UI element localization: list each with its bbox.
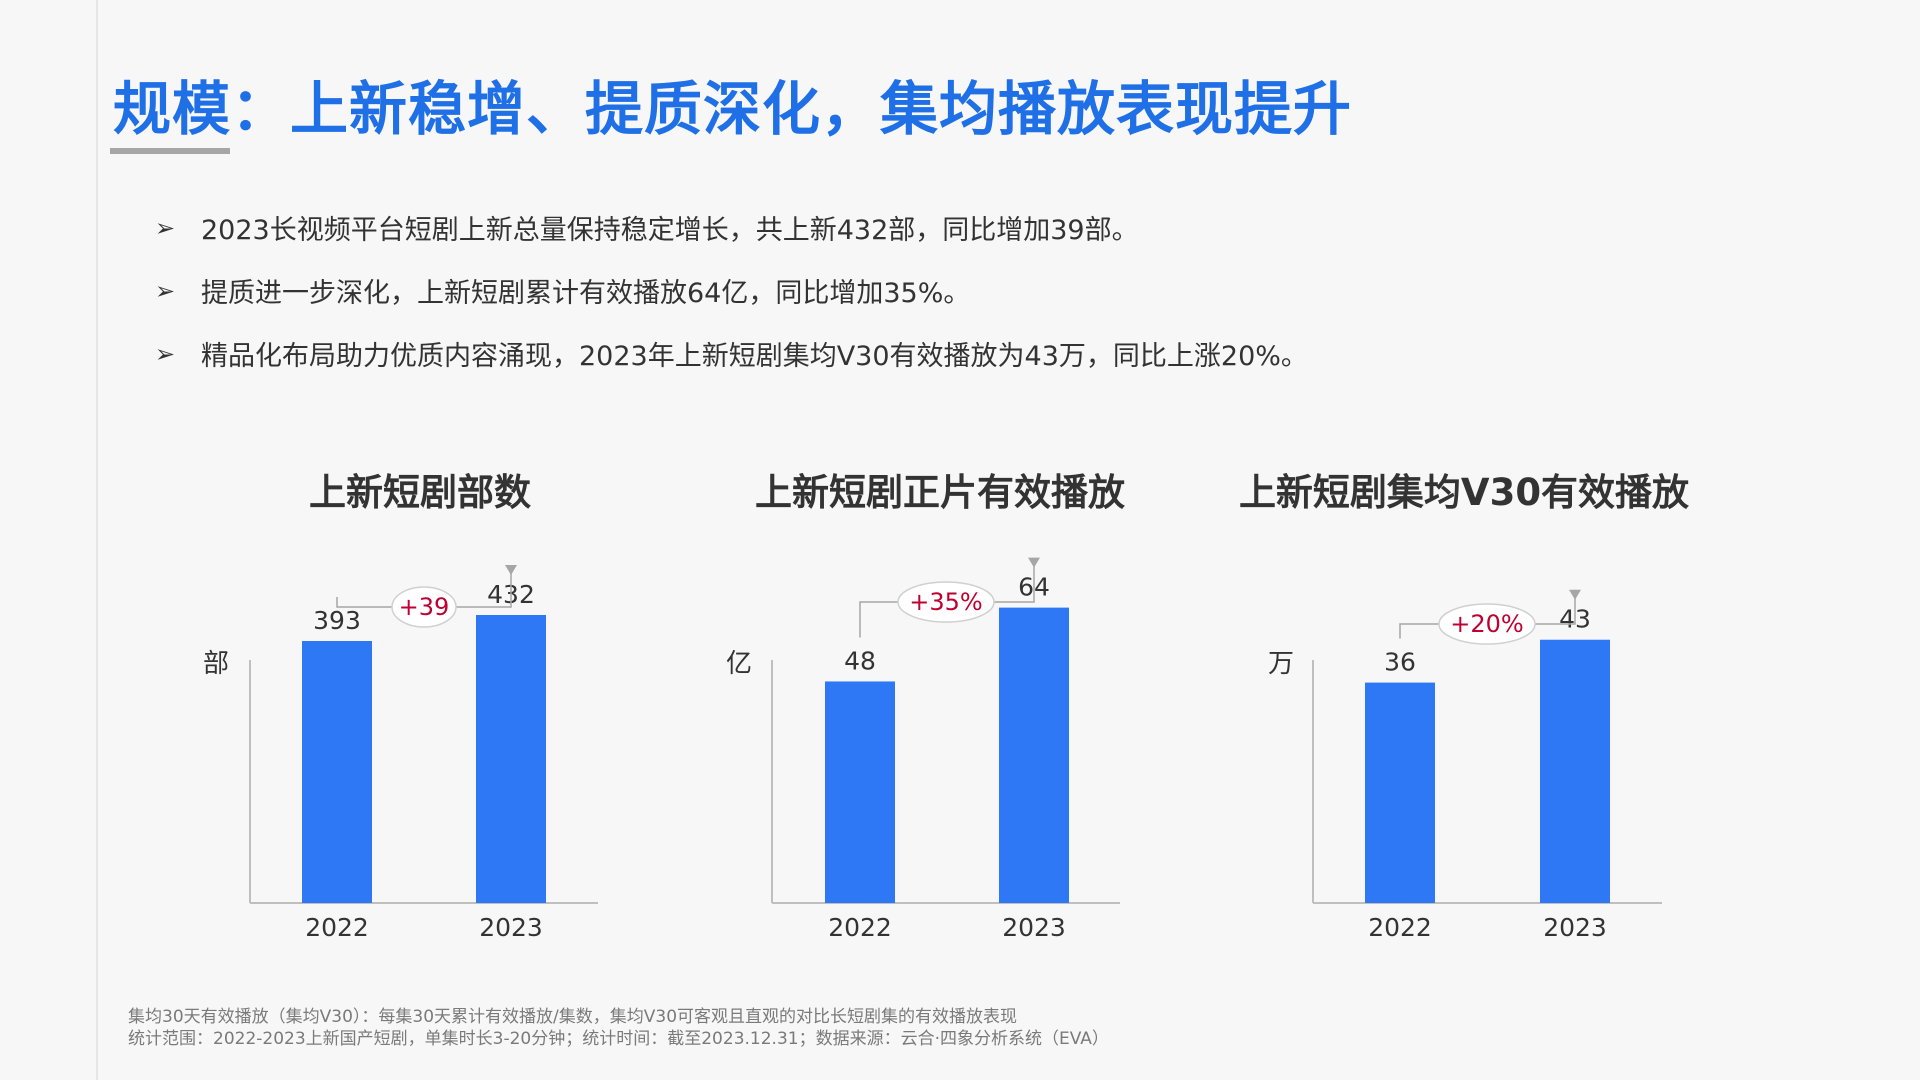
footnote-definition: 集均30天有效播放（集均V30）：每集30天累计有效播放/集数，集均V30可客观… — [128, 1006, 1109, 1028]
bar-2023 — [999, 608, 1069, 903]
chart-title: 上新短剧部数 — [309, 471, 531, 514]
data-label: 48 — [844, 646, 876, 675]
x-tick-label: 2022 — [1368, 913, 1432, 942]
unit-label: 万 — [1268, 649, 1294, 679]
x-tick-label: 2023 — [1002, 913, 1066, 942]
chart-title: 上新短剧集均V30有效播放 — [1239, 471, 1689, 514]
arrow-down-icon — [1028, 558, 1040, 568]
x-tick-label: 2022 — [305, 913, 369, 942]
footnotes: 集均30天有效播放（集均V30）：每集30天累计有效播放/集数，集均V30可客观… — [128, 1006, 1109, 1050]
unit-label: 亿 — [726, 649, 752, 679]
data-label: 393 — [313, 606, 361, 635]
arrow-down-icon — [505, 565, 517, 575]
bar-2023 — [1540, 640, 1610, 903]
bar-2022 — [825, 681, 895, 903]
growth-label: +39 — [399, 593, 450, 621]
footnote-source: 统计范围：2022-2023上新国产短剧，单集时长3-20分钟；统计时间：截至2… — [128, 1028, 1109, 1050]
growth-label: +20% — [1450, 610, 1523, 638]
growth-label: +35% — [909, 588, 982, 616]
x-tick-label: 2023 — [1543, 913, 1607, 942]
x-tick-label: 2023 — [479, 913, 543, 942]
bar-2022 — [1365, 683, 1435, 903]
unit-label: 部 — [203, 649, 229, 679]
arrow-down-icon — [1569, 590, 1581, 600]
bar-2022 — [302, 641, 372, 903]
bar-2023 — [476, 615, 546, 903]
chart-title: 上新短剧正片有效播放 — [755, 471, 1125, 514]
data-label: 36 — [1384, 648, 1416, 677]
x-tick-label: 2022 — [828, 913, 892, 942]
